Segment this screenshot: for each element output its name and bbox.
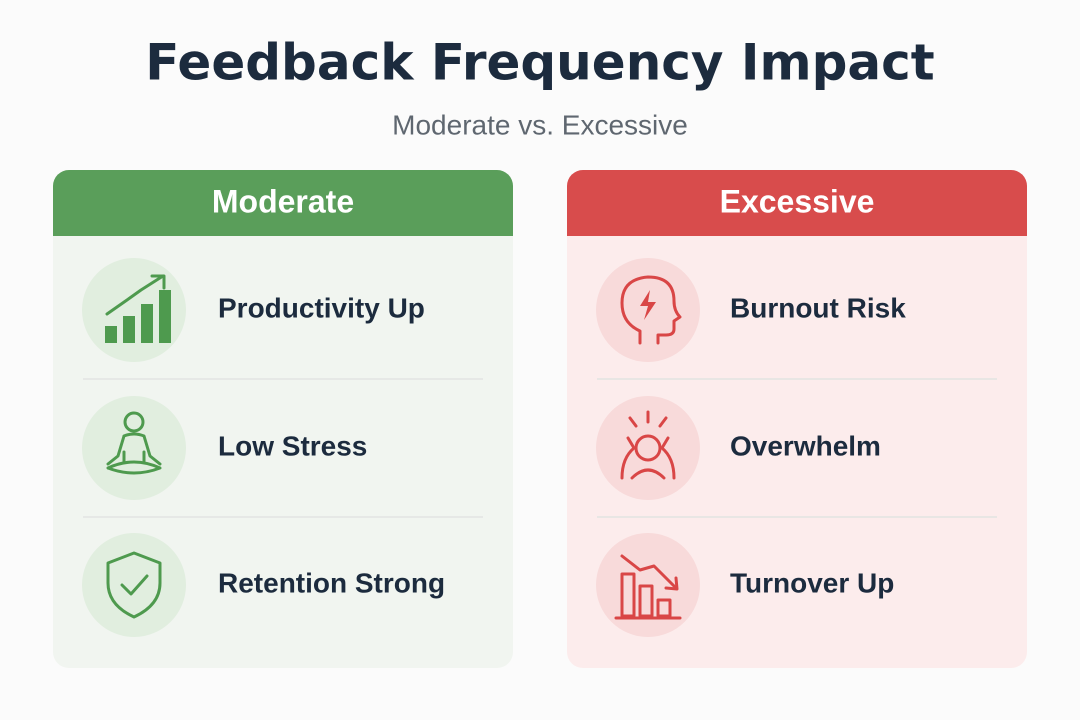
- panel-title: Excessive: [720, 183, 875, 219]
- icon-bg: [82, 396, 186, 500]
- icon-bg: [82, 533, 186, 637]
- panel-header: [53, 170, 513, 236]
- excessive-panel: Excessive Burnout Risk Overwhelm Turnove…: [567, 170, 1027, 668]
- subtitle: Moderate vs. Excessive: [392, 109, 688, 140]
- moderate-panel: Moderate Productivity Up Low Stress Rete…: [53, 170, 513, 668]
- item-label: Overwhelm: [730, 430, 881, 461]
- item-label: Low Stress: [218, 430, 367, 461]
- decline-icon: [614, 554, 682, 620]
- shield-icon: [106, 551, 162, 619]
- item-label: Retention Strong: [218, 567, 445, 598]
- growth-icon: [105, 274, 171, 343]
- overwhelm-icon: [620, 410, 676, 480]
- item-label: Productivity Up: [218, 292, 425, 323]
- item-label: Turnover Up: [730, 567, 894, 598]
- meditation-icon: [106, 411, 162, 475]
- burnout-icon: [620, 275, 682, 345]
- panel-title: Moderate: [212, 183, 354, 219]
- item-label: Burnout Risk: [730, 292, 906, 323]
- panel-header: [567, 170, 1027, 236]
- title: Feedback Frequency Impact: [145, 34, 934, 92]
